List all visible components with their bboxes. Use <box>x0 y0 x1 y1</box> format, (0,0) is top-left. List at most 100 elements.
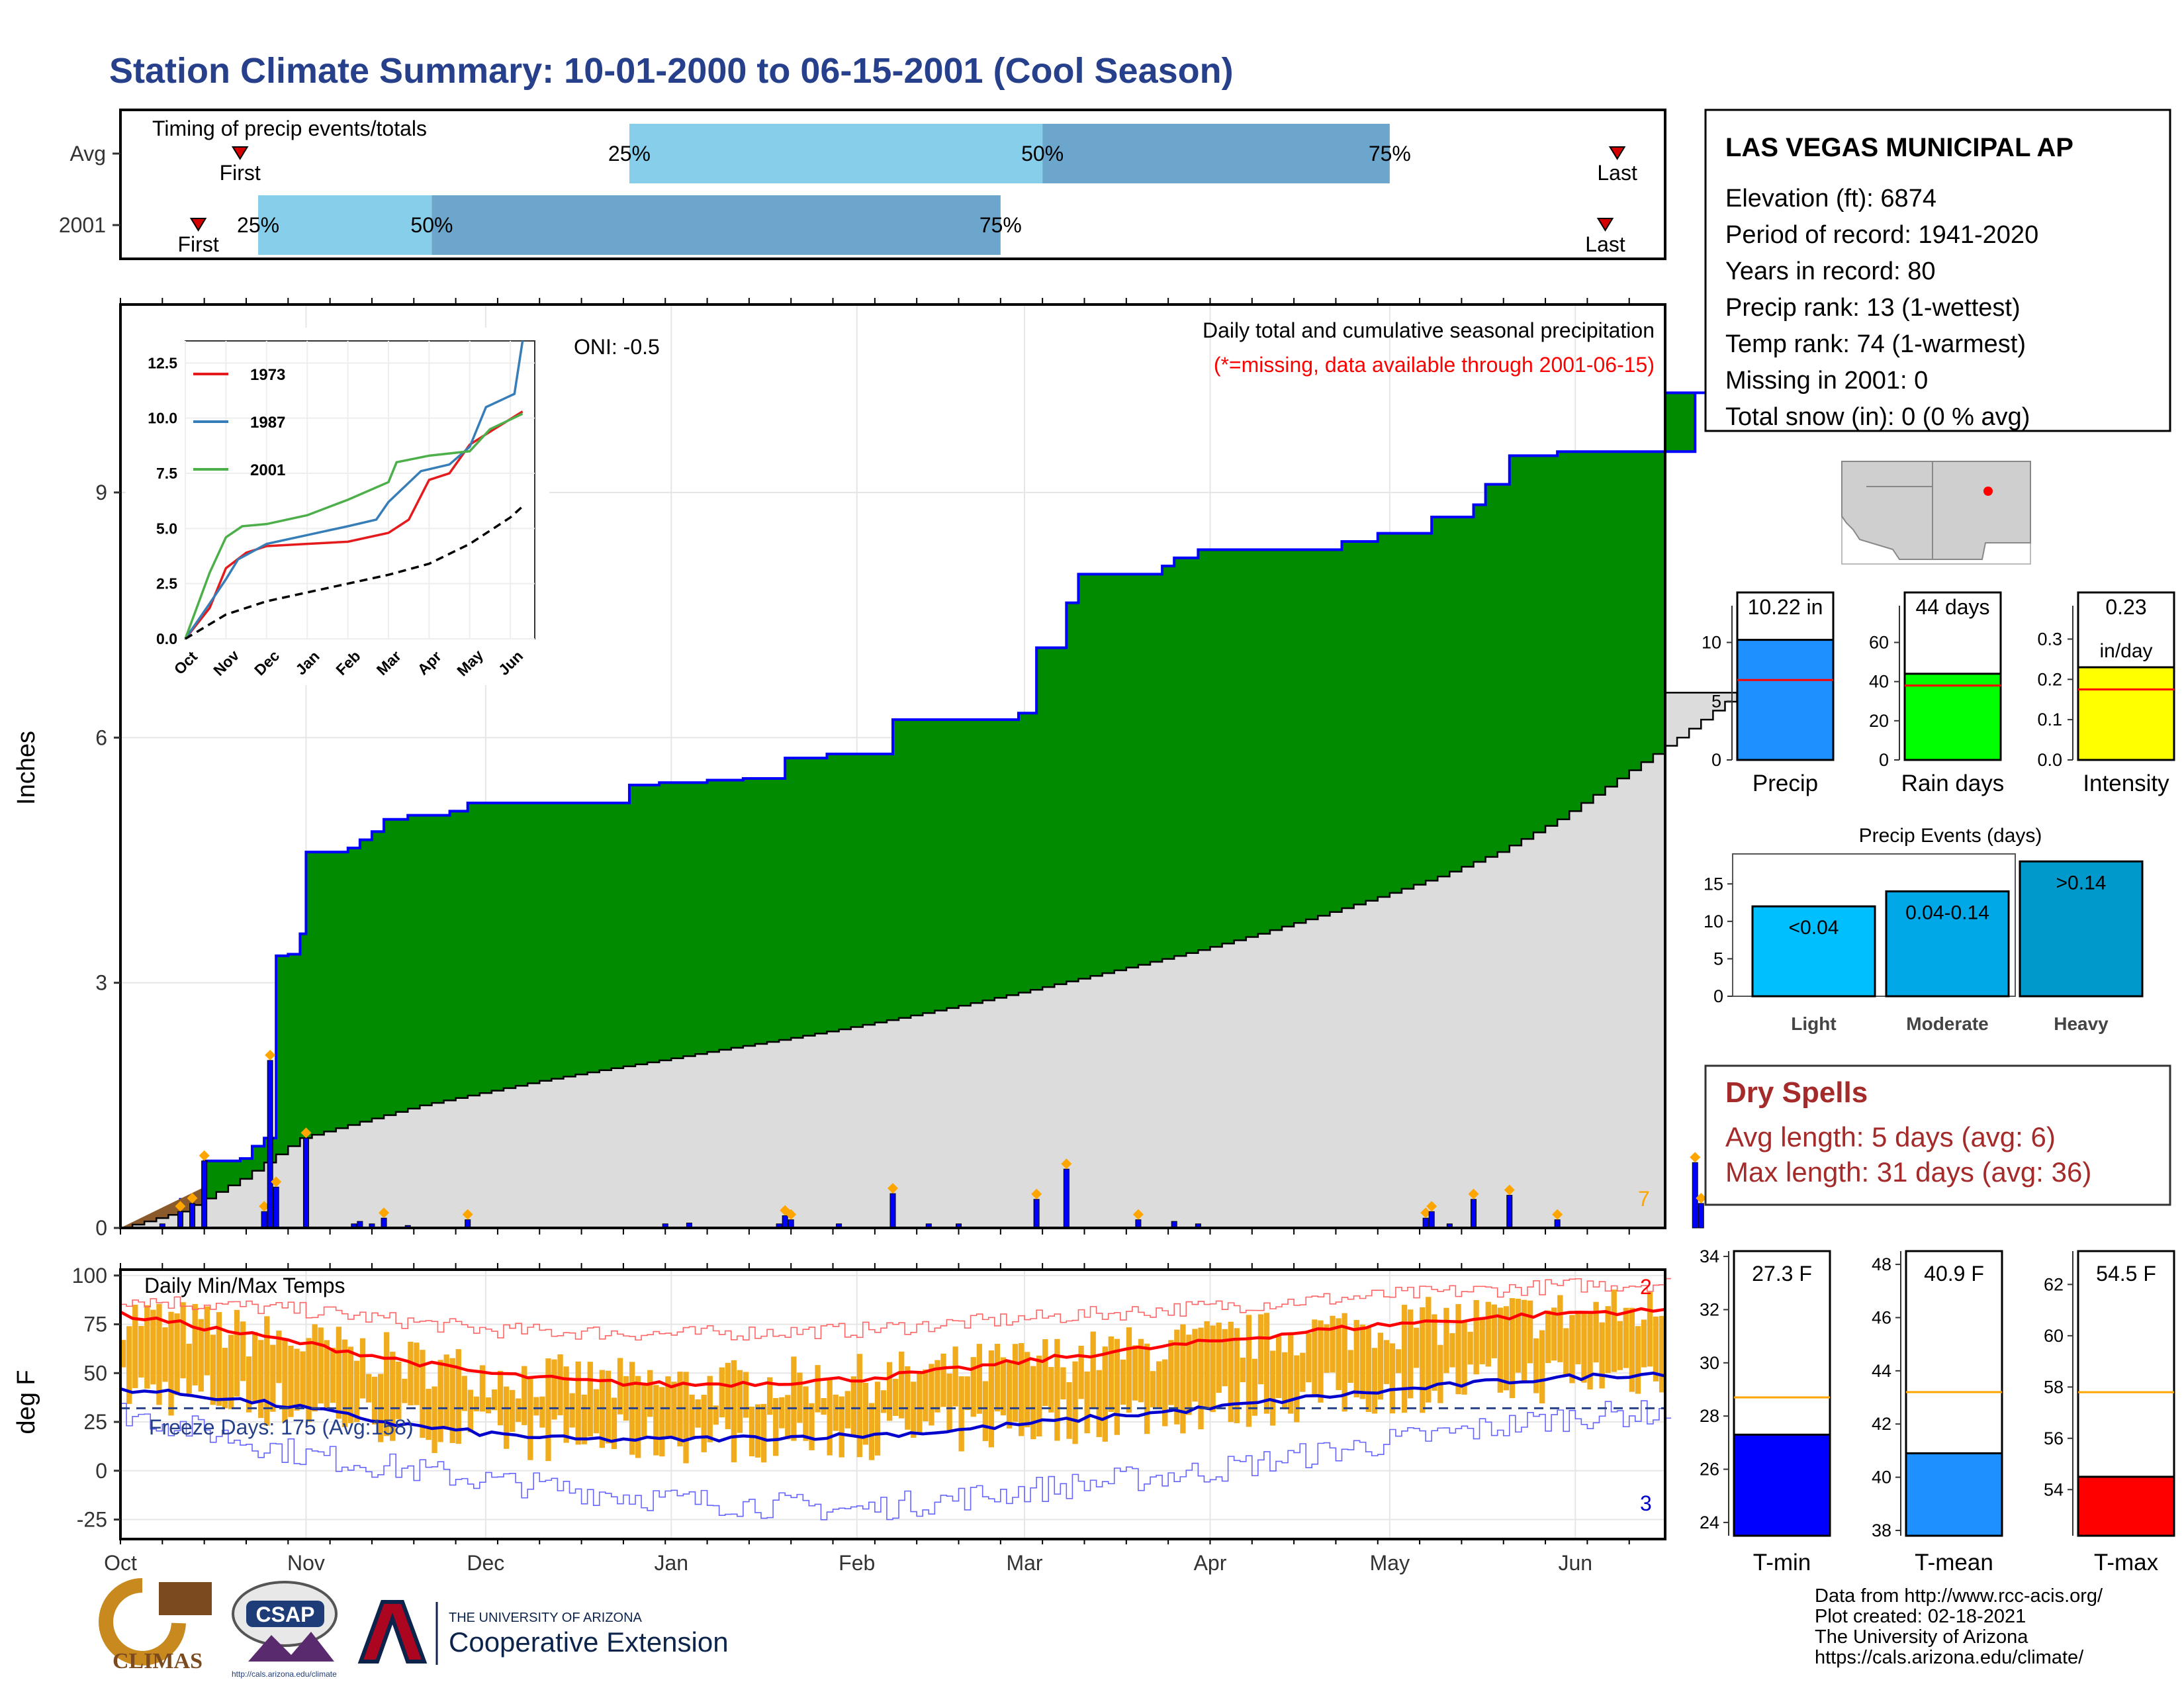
daily-temp-range <box>192 1303 198 1385</box>
daily-temp-range <box>384 1332 390 1436</box>
daily-precip-marker <box>199 1150 210 1161</box>
station-frame <box>1704 109 2171 432</box>
daily-temp-range <box>1282 1352 1288 1410</box>
daily-temp-range <box>1030 1366 1036 1440</box>
station-name: LAS VEGAS MUNICIPAL AP <box>1725 133 2073 162</box>
daily-temp-range <box>809 1403 815 1450</box>
daily-temp-range <box>1635 1326 1641 1394</box>
daily-temp-range <box>940 1353 946 1407</box>
daily-temp-range <box>461 1376 467 1411</box>
daily-temp-range <box>347 1346 354 1423</box>
daily-temp-range <box>1347 1350 1353 1383</box>
daily-temp-range <box>791 1356 797 1441</box>
daily-precip-bar <box>177 1211 183 1229</box>
daily-temp-range <box>1575 1310 1581 1364</box>
station-info-line: Temp rank: 74 (1-warmest) <box>1725 330 2026 358</box>
daily-precip-marker <box>1061 1158 1072 1170</box>
ua-small-text: THE UNIVERSITY OF ARIZONA <box>449 1611 643 1625</box>
daily-temp-range <box>1359 1325 1365 1399</box>
daily-temp-range <box>1365 1327 1371 1412</box>
daily-temp-range <box>1024 1352 1030 1428</box>
inset-ytick-label: 2.5 <box>156 575 177 592</box>
daily-temp-range <box>1587 1312 1593 1389</box>
first-event-marker <box>189 218 207 232</box>
daily-precip-marker <box>1420 1207 1432 1219</box>
daily-precip-marker <box>1504 1184 1515 1196</box>
daily-temp-range <box>880 1390 887 1413</box>
inset-series-line <box>185 505 523 640</box>
minibar-ytick-label: 40 <box>1869 672 1889 692</box>
daily-temp-range <box>264 1316 270 1426</box>
inset-series-line <box>184 412 523 639</box>
daily-temp-range <box>437 1360 443 1442</box>
daily-temp-range <box>288 1345 294 1417</box>
daily-temp-range <box>587 1362 593 1437</box>
timing-pct-label: 25% <box>237 213 279 237</box>
daily-temp-range <box>1240 1357 1246 1383</box>
tbar-ytick-label: 46 <box>1872 1307 1891 1327</box>
daily-temp-range <box>1150 1371 1156 1408</box>
daily-precip-bar <box>1063 1168 1069 1229</box>
daily-temp-range <box>1509 1298 1516 1399</box>
daily-temp-range <box>150 1309 156 1385</box>
daily-precip-marker <box>1552 1209 1563 1220</box>
tbar-value-label: 54.5 F <box>2096 1262 2156 1286</box>
daily-temp-range <box>162 1327 168 1382</box>
daily-temp-range <box>905 1366 911 1430</box>
events-category-label: Moderate <box>1906 1013 1988 1034</box>
daily-temp-range <box>168 1311 174 1416</box>
daily-temp-range <box>1330 1315 1336 1373</box>
last-event-label: Last <box>1585 232 1625 256</box>
daily-temp-range <box>1228 1321 1234 1423</box>
daily-temp-range <box>365 1374 372 1403</box>
daily-temp-range <box>390 1351 396 1441</box>
record-high-count: 2 <box>1640 1275 1652 1299</box>
daily-temp-range <box>1432 1314 1437 1391</box>
credit-line: Data from http://www.rcc-acis.org/ <box>1815 1585 2103 1607</box>
daily-temp-range <box>988 1350 995 1448</box>
minibar-name: Rain days <box>1901 771 2005 796</box>
state-borders <box>1866 461 1933 559</box>
precip-ytick-label: 9 <box>95 481 107 504</box>
daily-precip-bar <box>261 1211 267 1229</box>
minibar-ytick-label: 0.3 <box>2037 629 2062 649</box>
timing-pct-label: 75% <box>979 213 1022 237</box>
daily-temp-range <box>1066 1382 1072 1439</box>
daily-temp-range <box>402 1378 408 1403</box>
daily-temp-range <box>827 1380 833 1456</box>
tbar-value-label: 40.9 F <box>1924 1262 1984 1286</box>
daily-temp-range <box>1371 1348 1378 1414</box>
daily-temp-range <box>701 1395 707 1452</box>
daily-temp-range <box>1192 1329 1198 1402</box>
daily-temp-range <box>1401 1305 1408 1413</box>
station-info-line: Total snow (in): 0 (0 % avg) <box>1725 403 2030 431</box>
daily-temp-range <box>569 1393 575 1428</box>
daily-temp-range <box>1102 1346 1108 1442</box>
daily-temp-range <box>1395 1349 1402 1374</box>
timing-pct-label: 50% <box>410 213 453 237</box>
minibar-unit-label: in/day <box>2099 640 2152 662</box>
daily-temp-range <box>1000 1357 1007 1416</box>
climas-block <box>159 1582 212 1615</box>
daily-temp-range <box>886 1362 893 1421</box>
last-event-marker <box>1596 218 1614 232</box>
daily-temp-range <box>749 1406 755 1456</box>
credit-line: https://cals.arizona.edu/climate/ <box>1815 1647 2084 1668</box>
timing-label: Timing of precip events/totals <box>152 117 427 140</box>
daily-temp-range <box>1420 1307 1426 1413</box>
daily-temp-range <box>1048 1367 1054 1413</box>
daily-temp-range <box>1527 1300 1533 1364</box>
daily-temp-range <box>754 1404 761 1458</box>
minibar-name: Intensity <box>2083 771 2169 796</box>
daily-temp-range <box>228 1335 234 1409</box>
daily-temp-range <box>1533 1338 1539 1393</box>
dry-avg-length: Avg length: 5 days (avg: 6) <box>1725 1121 2056 1152</box>
daily-temp-range <box>785 1395 791 1440</box>
climas-text: CLIMAS <box>113 1649 203 1673</box>
events-ytick-label: 10 <box>1704 912 1723 931</box>
daily-temp-range <box>695 1399 701 1428</box>
precip-panel: Inches ONI: -0.5 Daily total and cumulat… <box>13 298 1738 1240</box>
minibar-value-label: 0.23 <box>2105 595 2146 619</box>
record-low-count: 3 <box>1640 1491 1652 1515</box>
